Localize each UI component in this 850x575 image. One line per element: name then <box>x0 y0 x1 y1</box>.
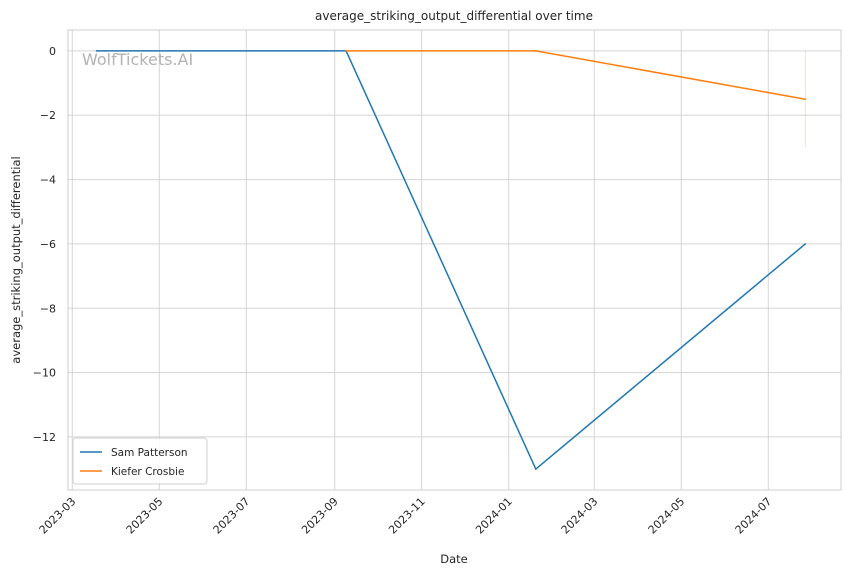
data-point-sam-patterson <box>95 50 98 52</box>
y-tick-label: −6 <box>40 238 56 251</box>
chart-title: average_striking_output_differential ove… <box>315 9 593 23</box>
y-axis-label: average_striking_output_differential <box>9 156 23 363</box>
y-tick-label: −2 <box>40 109 56 122</box>
data-point-kiefer-crosbie <box>804 98 807 100</box>
data-point-kiefer-crosbie <box>534 50 537 52</box>
data-point-sam-patterson <box>534 468 537 470</box>
y-tick-labels: 0 −2 −4 −6 −8 −10 −12 <box>33 45 56 444</box>
y-tick-label: 0 <box>49 45 56 58</box>
legend-box <box>72 437 208 485</box>
grid <box>68 30 841 490</box>
series-line-sam-patterson <box>96 50 806 470</box>
legend-label-kiefer-crosbie: Kiefer Crosbie <box>111 466 184 478</box>
y-tick-label: −4 <box>40 174 56 187</box>
plot-frame <box>67 29 842 491</box>
y-tick-label: −12 <box>33 431 56 444</box>
x-axis-label: Date <box>440 552 468 566</box>
data-point-sam-patterson <box>804 243 807 245</box>
legend-label-sam-patterson: Sam Patterson <box>111 447 188 459</box>
y-tick-label: −8 <box>40 302 56 315</box>
watermark: WolfTickets.AI <box>82 50 193 69</box>
data-point-kiefer-crosbie <box>345 50 347 52</box>
series <box>95 50 807 470</box>
y-tick-label: −10 <box>33 367 56 380</box>
legend: Sam Patterson Kiefer Crosbie <box>72 437 208 485</box>
